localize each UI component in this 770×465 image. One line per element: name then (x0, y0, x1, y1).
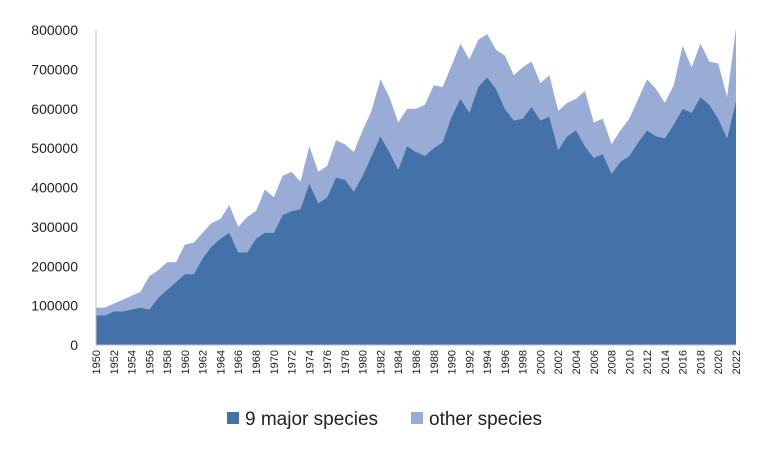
x-tick-label: 2008 (607, 350, 619, 374)
x-tick-label: 2000 (535, 350, 547, 374)
x-tick-label: 1982 (375, 350, 387, 374)
x-tick-label: 1994 (482, 350, 494, 374)
y-tick-label: 500000 (31, 140, 78, 156)
x-tick-label: 1986 (411, 350, 423, 374)
legend: 9 major species other species (227, 409, 542, 430)
axes (95, 30, 736, 346)
y-tick-label: 100000 (31, 298, 78, 314)
x-tick-label: 1996 (500, 350, 512, 374)
x-tick-label: 1998 (518, 350, 530, 374)
x-tick-label: 2020 (713, 350, 725, 374)
y-tick-label: 300000 (31, 219, 78, 235)
x-tick-label: 2018 (695, 350, 707, 374)
legend-label-other: other species (429, 409, 542, 430)
x-tick-label: 2004 (571, 350, 583, 374)
x-tick-label: 1978 (340, 350, 352, 374)
y-tick-label: 0 (70, 337, 78, 353)
x-tick-label: 2010 (624, 350, 636, 374)
x-tick-label: 2016 (678, 350, 690, 374)
y-tick-label: 200000 (31, 258, 78, 274)
x-tick-label: 1970 (269, 350, 281, 374)
x-tick-label: 1956 (144, 350, 156, 374)
x-tick-label: 1966 (233, 350, 245, 374)
x-tick-label: 1962 (198, 350, 210, 374)
x-tick-label: 1980 (358, 350, 370, 374)
y-axis-ticks: 0 100000 200000 300000 400000 500000 600000 700… (31, 22, 78, 353)
x-tick-label: 1972 (287, 350, 299, 374)
x-tick-label: 1968 (251, 350, 263, 374)
x-tick-label: 1974 (304, 350, 316, 374)
x-tick-label: 1954 (127, 350, 139, 374)
legend-label-major: 9 major species (245, 409, 378, 430)
area-other-species (96, 28, 736, 316)
x-tick-label: 1992 (464, 350, 476, 374)
x-tick-label: 2002 (553, 350, 565, 374)
x-tick-label: 2006 (589, 350, 601, 374)
x-tick-label: 1952 (109, 350, 121, 374)
x-tick-label: 1976 (322, 350, 334, 374)
legend-swatch-other (411, 412, 423, 424)
x-tick-label: 1984 (393, 350, 405, 374)
x-tick-label: 2022 (731, 350, 743, 374)
x-tick-label: 1960 (180, 350, 192, 374)
y-tick-label: 800000 (31, 22, 78, 38)
x-tick-label: 1990 (447, 350, 459, 374)
area-9-major-species (96, 77, 736, 345)
x-tick-label: 1964 (215, 350, 227, 374)
x-tick-label: 1958 (162, 350, 174, 374)
x-tick-label: 1950 (91, 350, 103, 374)
y-tick-label: 400000 (31, 180, 78, 196)
x-tick-label: 2012 (642, 350, 654, 374)
y-tick-label: 700000 (31, 61, 78, 77)
y-tick-label: 600000 (31, 101, 78, 117)
plot-area (96, 28, 736, 345)
legend-swatch-major (227, 412, 239, 424)
x-tick-label: 2014 (660, 350, 672, 374)
x-tick-label: 1988 (429, 350, 441, 374)
x-axis-ticks: 1950 1952 1954 1956 1958 1960 1962 1964 1966 1968… (91, 350, 743, 374)
